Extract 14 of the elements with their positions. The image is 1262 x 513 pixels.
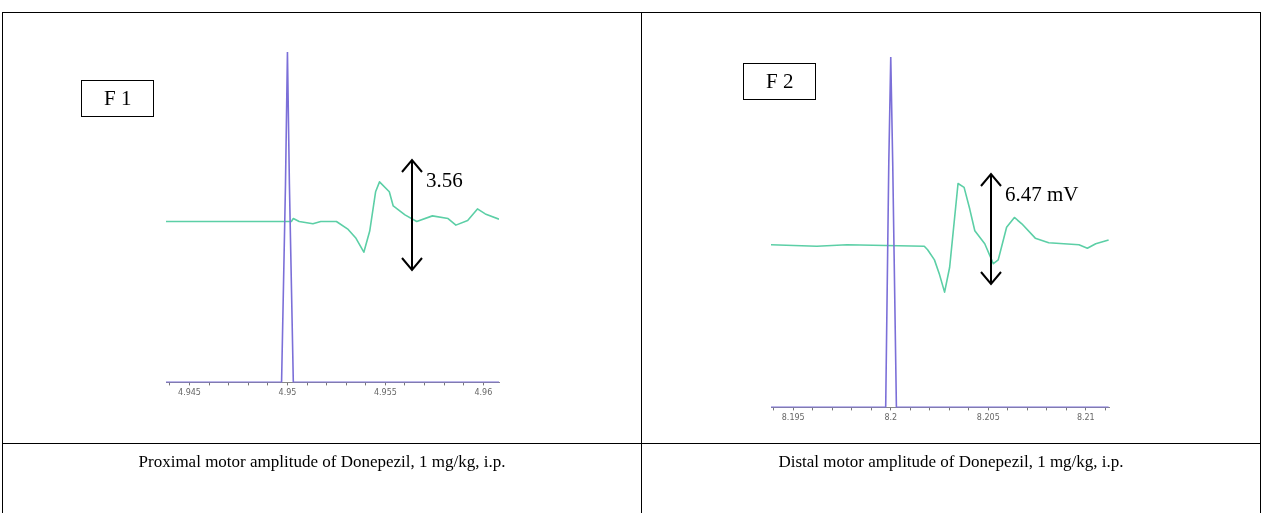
x-tick-label: 4.955 [373, 388, 397, 398]
text: Proximal motor amplitude of Donepezil, 1 mg/kg, i.p. [137, 452, 507, 472]
annotation: 6.47 mV [1005, 182, 1079, 207]
x-tick-label: 4.95 [278, 388, 297, 398]
annotation: F 2 [743, 63, 817, 100]
x-tick-label: 4.96 [474, 388, 493, 398]
text: F 1 [81, 80, 155, 117]
x-tick-label: 8.195 [781, 413, 805, 423]
text: Distal motor amplitude of Donepezil, 1 mg/kg, i.p. [777, 452, 1125, 472]
x-tick-label: 8.21 [1076, 413, 1095, 423]
x-tick-label: 8.2 [884, 413, 898, 423]
x-tick-label: 4.945 [178, 388, 201, 398]
x-tick-label: 8.205 [976, 413, 1000, 423]
annotation: 3.56 [426, 168, 463, 193]
